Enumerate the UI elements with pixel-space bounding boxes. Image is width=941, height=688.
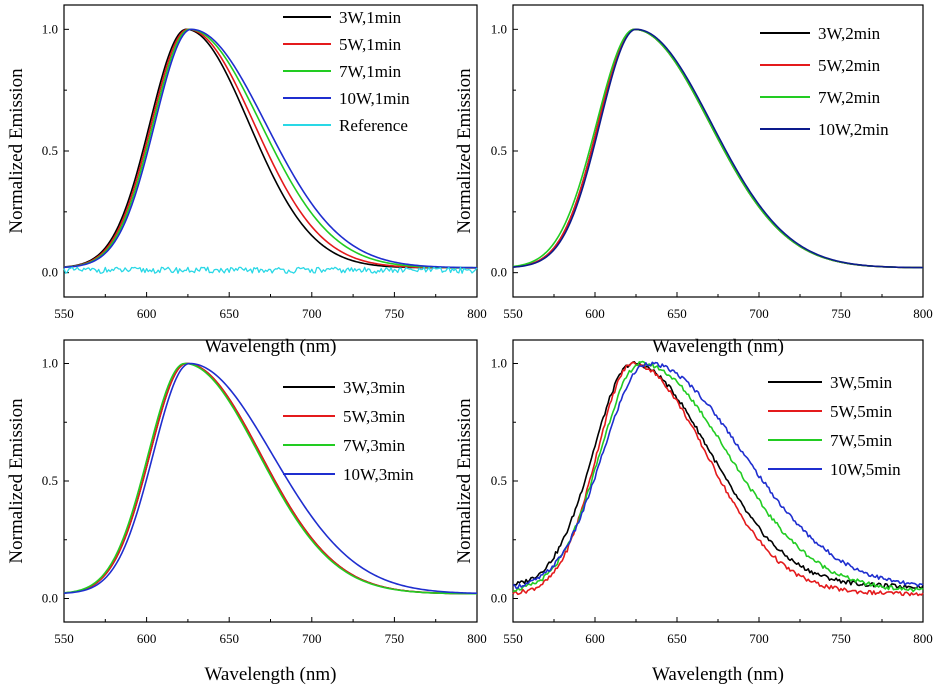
y-axis-label: Normalized Emission xyxy=(6,398,27,564)
legend-label: 10W,3min xyxy=(343,465,414,484)
x-tick-label: 750 xyxy=(385,306,405,321)
x-tick-label: 800 xyxy=(467,306,487,321)
x-tick-label: 600 xyxy=(585,306,605,321)
x-tick-label: 650 xyxy=(667,306,687,321)
legend-label: 5W,2min xyxy=(818,56,881,75)
x-tick-label: 700 xyxy=(749,306,769,321)
series-line-3w-3min xyxy=(63,362,478,595)
x-axis-label: Wavelength (nm) xyxy=(652,664,784,685)
x-tick-label: 550 xyxy=(54,306,74,321)
y-axis-label: Normalized Emission xyxy=(6,68,27,234)
legend-label: 7W,5min xyxy=(830,431,893,450)
series-line-7w-1min xyxy=(63,28,477,269)
legend-label: 7W,1min xyxy=(339,62,402,81)
legend-label: 10W,2min xyxy=(818,120,889,139)
series-line-reference xyxy=(63,266,478,274)
y-tick-label: 1.0 xyxy=(491,356,507,371)
series-line-10w-1min xyxy=(63,28,478,269)
y-tick-label: 0.0 xyxy=(42,591,58,606)
y-tick-label: 0.5 xyxy=(491,143,507,158)
chart-panel-bottom-right: 550 600 650 700 750 800 0.0 0.5 1.0 Wavelength (n… xyxy=(454,339,933,685)
x-tick-label: 650 xyxy=(219,631,239,646)
legend: 3W,2min 5W,2min 7W,2min 10W,2min xyxy=(760,24,889,139)
chart-panel-top-left: 550 600 650 700 750 800 0.0 0.5 1.0 Wavelength (n… xyxy=(6,4,487,357)
x-tick-label: 700 xyxy=(302,631,322,646)
series-line-7w-3min xyxy=(63,362,478,595)
x-tick-label: 800 xyxy=(913,306,933,321)
x-tick-label: 700 xyxy=(302,306,322,321)
x-tick-label: 600 xyxy=(585,631,605,646)
legend: 3W,1min 5W,1min 7W,1min 10W,1min Reference xyxy=(283,8,410,135)
legend-label: 7W,3min xyxy=(343,436,406,455)
legend: 3W,5min 5W,5min 7W,5min 10W,5min xyxy=(768,373,901,479)
y-tick-label: 1.0 xyxy=(42,21,58,36)
legend-label: 3W,5min xyxy=(830,373,893,392)
series-line-10w-2min xyxy=(512,28,924,269)
x-axis-label: Wavelength (nm) xyxy=(205,664,337,685)
x-tick-label: 800 xyxy=(913,631,933,646)
y-tick-label: 1.0 xyxy=(491,21,507,36)
chart-panel-top-right: 550 600 650 700 750 800 0.0 0.5 1.0 Wavelength (n… xyxy=(454,4,933,357)
x-tick-label: 750 xyxy=(385,631,405,646)
legend-label: 5W,5min xyxy=(830,402,893,421)
legend: 3W,3min 5W,3min 7W,3min 10W,3min xyxy=(283,378,414,484)
legend-label: 3W,3min xyxy=(343,378,406,397)
x-tick-label: 550 xyxy=(503,306,523,321)
x-tick-label: 700 xyxy=(749,631,769,646)
series-line-3w-1min xyxy=(63,28,477,269)
plot-frame xyxy=(512,4,924,298)
x-tick-label: 800 xyxy=(467,631,487,646)
series-line-10w-3min xyxy=(63,362,478,595)
x-tick-label: 750 xyxy=(831,306,851,321)
x-tick-label: 600 xyxy=(137,631,157,646)
series-line-7w-5min xyxy=(512,360,924,593)
x-tick-label: 550 xyxy=(503,631,523,646)
y-tick-label: 0.5 xyxy=(42,143,58,158)
y-tick-label: 1.0 xyxy=(42,356,58,371)
plot-frame xyxy=(63,4,478,298)
legend-label: 10W,5min xyxy=(830,460,901,479)
x-tick-label: 650 xyxy=(219,306,239,321)
x-tick-label: 600 xyxy=(137,306,157,321)
series-line-5w-5min xyxy=(512,361,924,597)
legend-label: Reference xyxy=(339,116,408,135)
x-axis-label: Wavelength (nm) xyxy=(652,336,784,357)
plot-frame xyxy=(63,339,478,623)
y-tick-label: 0.0 xyxy=(42,265,58,280)
y-tick-label: 0.5 xyxy=(42,473,58,488)
legend-label: 10W,1min xyxy=(339,89,410,108)
x-tick-label: 650 xyxy=(667,631,687,646)
legend-label: 7W,2min xyxy=(818,88,881,107)
x-tick-label: 750 xyxy=(831,631,851,646)
series-line-10w-5min xyxy=(512,361,924,590)
series-line-5w-3min xyxy=(63,362,478,595)
series-line-5w-1min xyxy=(63,28,477,269)
legend-label: 3W,2min xyxy=(818,24,881,43)
chart-panel-bottom-left: 550 600 650 700 750 800 0.0 0.5 1.0 Wavelength (n… xyxy=(6,339,487,685)
x-tick-label: 550 xyxy=(54,631,74,646)
y-axis-label: Normalized Emission xyxy=(454,398,475,564)
y-tick-label: 0.0 xyxy=(491,591,507,606)
y-tick-label: 0.0 xyxy=(491,265,507,280)
x-axis-label: Wavelength (nm) xyxy=(205,336,337,357)
legend-label: 5W,1min xyxy=(339,35,402,54)
y-axis-label: Normalized Emission xyxy=(454,68,475,234)
legend-label: 3W,1min xyxy=(339,8,402,27)
legend-label: 5W,3min xyxy=(343,407,406,426)
y-tick-label: 0.5 xyxy=(491,473,507,488)
